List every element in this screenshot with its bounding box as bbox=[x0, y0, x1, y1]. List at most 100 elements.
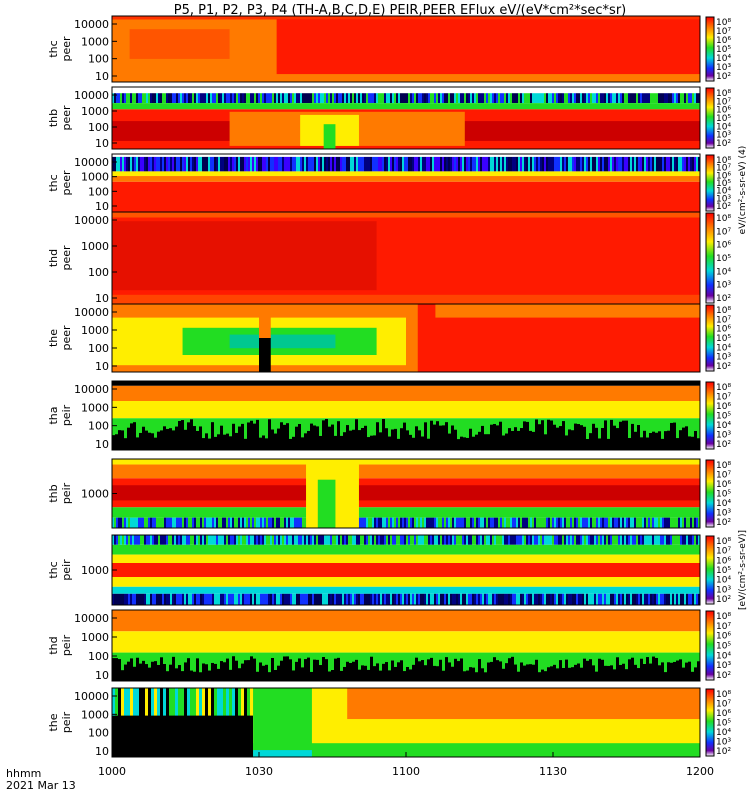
noise-cell bbox=[456, 593, 458, 605]
noise-cell bbox=[608, 535, 610, 545]
low-count-cell bbox=[514, 664, 517, 681]
noise-cell bbox=[508, 535, 510, 545]
noise-cell bbox=[234, 517, 236, 528]
panel-label: thbpeer bbox=[47, 105, 73, 131]
noise-cell bbox=[596, 156, 598, 172]
noise-cell bbox=[198, 517, 200, 528]
low-count-cell bbox=[244, 438, 247, 450]
noise-cell bbox=[660, 156, 662, 172]
noise-cell bbox=[133, 688, 136, 716]
noise-cell bbox=[274, 593, 276, 605]
noise-cell bbox=[512, 593, 514, 605]
noise-cell bbox=[196, 93, 198, 104]
noise-cell bbox=[526, 517, 528, 528]
noise-cell bbox=[192, 93, 194, 104]
low-count-cell bbox=[283, 656, 286, 681]
noise-cell bbox=[172, 156, 174, 172]
noise-cell bbox=[282, 93, 284, 104]
noise-cell bbox=[608, 156, 610, 172]
noise-cell bbox=[568, 517, 570, 528]
noise-cell bbox=[624, 517, 626, 528]
noise-cell bbox=[124, 93, 126, 104]
noise-cell bbox=[162, 156, 164, 172]
noise-cell bbox=[230, 535, 232, 545]
noise-cell bbox=[246, 593, 248, 605]
noise-cell bbox=[118, 517, 120, 528]
noise-cell bbox=[538, 593, 540, 605]
y-tick-label: 10000 bbox=[74, 690, 109, 703]
noise-cell bbox=[630, 156, 632, 172]
noise-cell bbox=[672, 93, 674, 104]
noise-cell bbox=[182, 517, 184, 528]
noise-cell bbox=[366, 156, 368, 172]
noise-cell bbox=[578, 156, 580, 172]
low-count-cell bbox=[679, 430, 682, 450]
low-count-cell bbox=[238, 668, 241, 681]
noise-cell bbox=[698, 593, 700, 605]
noise-cell bbox=[232, 593, 234, 605]
noise-cell bbox=[570, 593, 572, 605]
noise-cell bbox=[398, 517, 400, 528]
noise-cell bbox=[270, 593, 272, 605]
noise-cell bbox=[208, 156, 210, 172]
noise-cell bbox=[458, 535, 460, 545]
noise-cell bbox=[592, 517, 594, 528]
noise-cell bbox=[166, 156, 168, 172]
low-count-cell bbox=[196, 658, 199, 681]
noise-cell bbox=[554, 156, 556, 172]
noise-cell bbox=[234, 156, 236, 172]
noise-cell bbox=[120, 156, 122, 172]
noise-cell bbox=[248, 93, 250, 104]
low-count-cell bbox=[658, 431, 661, 450]
low-count-cell bbox=[679, 659, 682, 681]
noise-cell bbox=[130, 535, 132, 545]
low-count-cell bbox=[400, 660, 403, 681]
low-count-cell bbox=[631, 657, 634, 681]
noise-cell bbox=[424, 156, 426, 172]
noise-cell bbox=[278, 535, 280, 545]
low-count-cell bbox=[334, 435, 337, 450]
colorbar-tick-label: 10³ bbox=[716, 585, 731, 595]
noise-cell bbox=[672, 593, 674, 605]
noise-cell bbox=[236, 93, 238, 104]
noise-cell bbox=[148, 535, 150, 545]
noise-cell bbox=[198, 93, 200, 104]
noise-cell bbox=[178, 593, 180, 605]
noise-cell bbox=[204, 517, 206, 528]
noise-cell bbox=[550, 593, 552, 605]
noise-cell bbox=[358, 535, 360, 545]
noise-cell bbox=[388, 517, 390, 528]
noise-cell bbox=[241, 688, 244, 716]
colorbar-tick-label: 10² bbox=[716, 362, 731, 372]
noise-cell bbox=[206, 517, 208, 528]
noise-cell bbox=[374, 535, 376, 545]
low-count-cell bbox=[142, 426, 145, 450]
low-count-cell bbox=[271, 429, 274, 450]
low-count-cell bbox=[121, 430, 124, 450]
noise-cell bbox=[684, 593, 686, 605]
noise-cell bbox=[396, 156, 398, 172]
noise-cell bbox=[193, 688, 196, 716]
noise-cell bbox=[602, 535, 604, 545]
noise-cell bbox=[176, 517, 178, 528]
noise-cell bbox=[366, 517, 368, 528]
low-count-cell bbox=[694, 430, 697, 450]
y-tick-label: 100 bbox=[88, 53, 109, 66]
noise-cell bbox=[604, 517, 606, 528]
low-count-cell bbox=[316, 659, 319, 681]
colorbar bbox=[705, 304, 715, 372]
noise-cell bbox=[446, 517, 448, 528]
low-count-cell bbox=[172, 430, 175, 450]
colorbar-tick-label: 10⁵ bbox=[716, 719, 731, 729]
low-count-cell bbox=[643, 430, 646, 450]
noise-cell bbox=[128, 535, 130, 545]
noise-cell bbox=[418, 535, 420, 545]
noise-cell bbox=[540, 593, 542, 605]
low-count-cell bbox=[157, 431, 160, 450]
colorbar-tick-label: 10³ bbox=[716, 738, 731, 748]
noise-cell bbox=[576, 535, 578, 545]
noise-cell bbox=[562, 593, 564, 605]
noise-cell bbox=[140, 535, 142, 545]
noise-cell bbox=[478, 593, 480, 605]
noise-cell bbox=[420, 593, 422, 605]
